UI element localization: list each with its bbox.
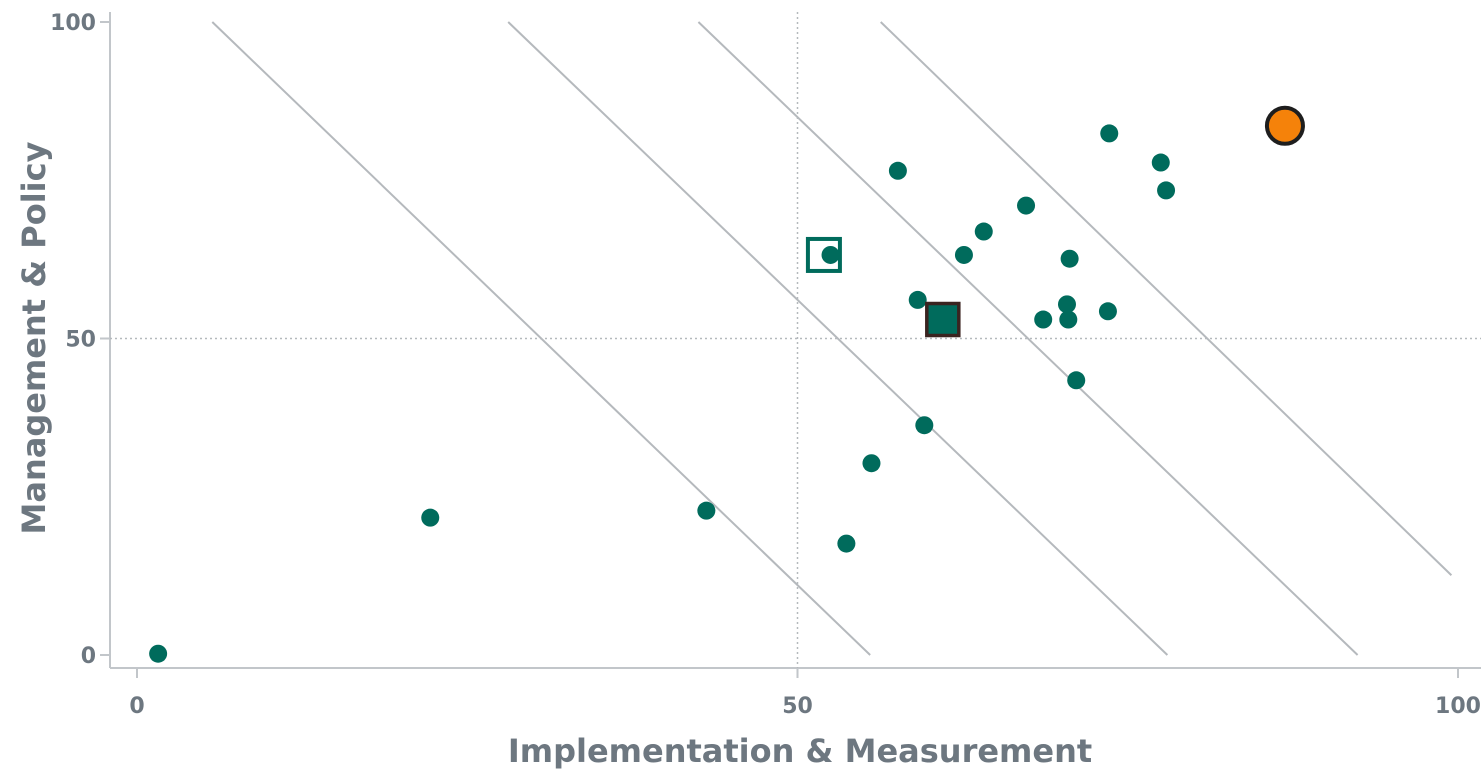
highlight-markers xyxy=(925,105,1305,338)
data-point xyxy=(888,161,907,180)
diagonal-guides xyxy=(211,21,1453,656)
plot-frame xyxy=(100,12,1481,678)
data-point xyxy=(862,454,881,473)
y-tick-label: 0 xyxy=(81,644,96,669)
data-point xyxy=(837,534,856,553)
data-point xyxy=(1017,196,1036,215)
open-square-marker xyxy=(805,236,842,273)
data-point xyxy=(1057,295,1076,314)
highlight-circle-marker xyxy=(1264,105,1305,146)
y-tick-label: 50 xyxy=(65,328,96,353)
data-point xyxy=(821,245,840,264)
data-point xyxy=(915,416,934,435)
data-point xyxy=(908,290,927,309)
data-point xyxy=(421,508,440,527)
y-tick-label: 100 xyxy=(50,11,96,36)
tick-labels: 0 50 100 0 50 100 xyxy=(50,11,1481,719)
diagonal-guide-line xyxy=(880,21,1453,576)
data-point xyxy=(1100,124,1119,143)
data-point xyxy=(149,644,168,663)
x-tick-label: 100 xyxy=(1435,694,1481,719)
filled-square-marker xyxy=(925,301,961,338)
data-point xyxy=(1098,302,1117,321)
x-tick-label: 50 xyxy=(782,694,813,719)
data-point xyxy=(1151,153,1170,172)
data-points xyxy=(149,124,1176,663)
data-point xyxy=(1060,249,1079,268)
data-point xyxy=(974,222,993,241)
diagonal-guide-line xyxy=(507,21,1169,656)
reference-lines xyxy=(110,12,1481,668)
data-point xyxy=(697,501,716,520)
y-axis-title: Management & Policy xyxy=(15,141,53,534)
data-point xyxy=(1067,371,1086,390)
diagonal-guide-line xyxy=(211,21,871,656)
data-point xyxy=(1157,181,1176,200)
data-point xyxy=(954,245,973,264)
data-point xyxy=(1034,310,1053,329)
x-tick-label: 0 xyxy=(129,694,144,719)
data-point xyxy=(1059,310,1078,329)
x-axis-title: Implementation & Measurement xyxy=(508,732,1092,769)
diagonal-guide-line xyxy=(697,21,1359,656)
